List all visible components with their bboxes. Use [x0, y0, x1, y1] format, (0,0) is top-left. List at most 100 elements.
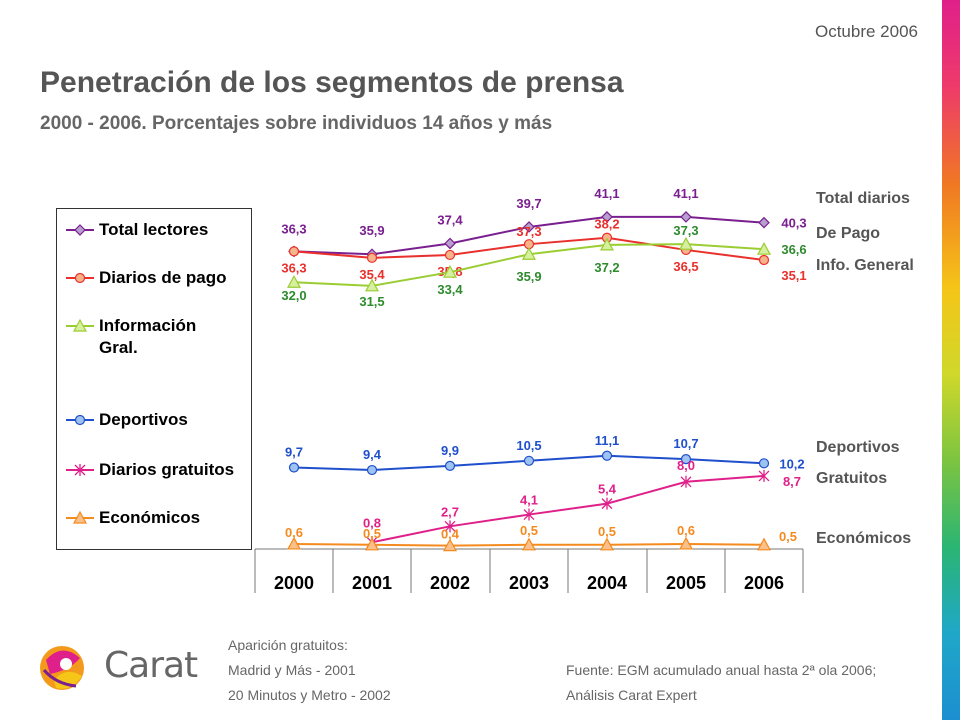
data-label: 40,3 — [781, 216, 806, 231]
data-point — [366, 464, 378, 476]
legend-marker — [72, 318, 88, 332]
data-label: 2,7 — [441, 504, 459, 519]
data-point — [678, 536, 694, 550]
series-end-label: Deportivos — [816, 439, 900, 456]
data-label: 0,6 — [285, 525, 303, 540]
data-point — [366, 252, 378, 263]
x-tick-label: 2000 — [274, 573, 314, 593]
data-label: 36,3 — [281, 221, 306, 236]
data-label: 0,8 — [363, 515, 381, 530]
note-line-1: Madrid y Más - 2001 — [228, 662, 356, 678]
data-point — [442, 538, 458, 552]
data-label: 37,2 — [594, 260, 619, 275]
legend-marker — [74, 272, 86, 284]
legend-marker — [74, 224, 86, 236]
data-label: 37,4 — [437, 212, 463, 227]
data-label: 35,4 — [359, 267, 385, 282]
data-label: 0,5 — [598, 524, 616, 539]
data-label: 41,1 — [594, 186, 619, 201]
legend-label: Información Gral. — [99, 315, 249, 359]
data-point — [444, 249, 456, 261]
legend-marker — [74, 414, 86, 426]
legend-item: Deportivos — [65, 409, 249, 431]
legend-symbol — [66, 224, 94, 236]
data-label: 36,6 — [781, 242, 806, 257]
data-label: 35,1 — [781, 268, 806, 283]
data-point — [442, 264, 458, 278]
data-label: 10,7 — [673, 436, 698, 451]
x-tick-label: 2001 — [352, 573, 392, 593]
data-point — [601, 450, 613, 461]
note-title: Aparición gratuitos: — [228, 637, 348, 653]
data-point — [288, 462, 300, 473]
x-tick-label: 2004 — [587, 573, 627, 593]
data-point — [521, 537, 537, 551]
data-label: 5,4 — [598, 482, 617, 497]
x-tick-label: 2002 — [430, 573, 470, 593]
data-label: 35,9 — [359, 223, 384, 238]
legend-symbol — [66, 318, 94, 332]
data-label: 38,2 — [594, 217, 619, 232]
data-label: 9,4 — [363, 447, 382, 462]
data-point — [601, 497, 613, 510]
data-label: 8,0 — [677, 458, 695, 473]
report-date: Octubre 2006 — [814, 22, 918, 41]
series-end-label: Económicos — [816, 530, 911, 547]
legend-label: Total lectores — [99, 220, 209, 239]
chart-legend: Total lectores Diarios de pago Información… — [56, 208, 252, 550]
data-point — [523, 221, 535, 233]
data-label: 9,7 — [285, 445, 303, 460]
data-label: 4,1 — [520, 493, 538, 508]
x-tick-label: 2006 — [744, 573, 784, 593]
carat-logo-text: Carat — [104, 645, 198, 686]
legend-item: Diarios de pago — [65, 267, 249, 289]
data-label: 37,3 — [673, 223, 698, 238]
data-label: 32,0 — [281, 288, 306, 303]
data-label: 39,7 — [516, 196, 541, 211]
data-point — [523, 508, 535, 521]
data-point — [601, 211, 613, 223]
legend-label: Diarios gratuitos — [99, 460, 235, 479]
legend-item: Información Gral. — [65, 315, 249, 359]
data-point — [599, 537, 615, 551]
data-point — [364, 278, 380, 292]
legend-item: Total lectores — [65, 219, 249, 241]
data-point — [758, 458, 770, 469]
note-line-2: 20 Minutos y Metro - 2002 — [228, 687, 391, 703]
data-label: 8,7 — [783, 474, 801, 489]
data-point — [756, 241, 772, 255]
legend-symbol — [66, 464, 94, 476]
series-end-label: De Pago — [816, 225, 880, 242]
legend-item: Diarios gratuitos — [65, 459, 249, 481]
rainbow-edge-decoration — [942, 0, 960, 720]
data-point — [756, 537, 772, 551]
data-label: 36,5 — [673, 259, 698, 274]
legend-symbol — [66, 510, 94, 524]
x-tick-label: 2003 — [509, 573, 549, 593]
data-point — [680, 475, 692, 488]
data-label: 35,9 — [516, 269, 541, 284]
data-point — [444, 237, 456, 250]
legend-label-line: Gral. — [99, 338, 138, 357]
legend-item: Económicos — [65, 507, 249, 529]
legend-symbol — [66, 414, 94, 426]
data-point — [523, 455, 535, 466]
data-point — [758, 254, 770, 266]
data-label: 0,5 — [779, 529, 797, 544]
legend-marker — [72, 510, 88, 524]
data-label: 37,3 — [516, 224, 541, 239]
data-label: 0,5 — [363, 526, 381, 541]
legend-label: Diarios de pago — [99, 268, 227, 287]
data-point — [680, 211, 692, 223]
legend-marker — [74, 464, 86, 476]
series-end-label: Total diarios — [816, 190, 910, 207]
data-label: 9,9 — [441, 443, 459, 458]
data-label: 0,4 — [441, 527, 460, 542]
data-point — [444, 520, 456, 533]
legend-symbol — [66, 272, 94, 284]
carat-logo-icon — [40, 646, 84, 690]
data-label: 10,5 — [516, 438, 541, 453]
data-label: 41,1 — [673, 186, 698, 201]
data-label: 10,2 — [779, 456, 804, 471]
data-point — [521, 246, 537, 260]
